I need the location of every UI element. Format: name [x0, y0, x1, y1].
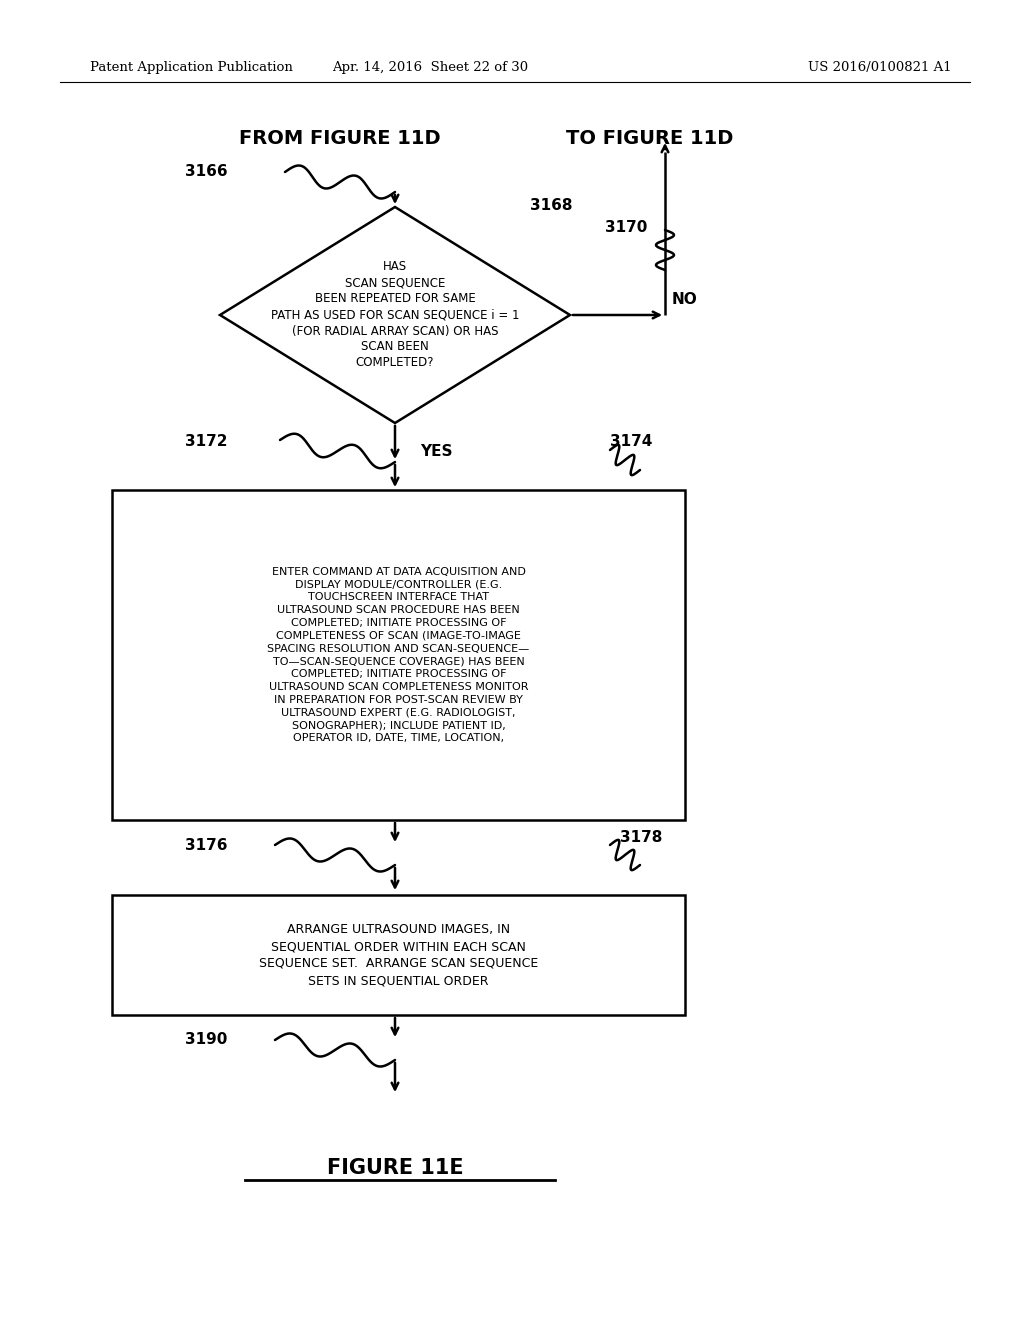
Text: 3166: 3166 — [185, 165, 227, 180]
Text: 3174: 3174 — [610, 434, 652, 450]
Bar — [112, 895, 685, 1015]
Text: ARRANGE ULTRASOUND IMAGES, IN
SEQUENTIAL ORDER WITHIN EACH SCAN
SEQUENCE SET.  A: ARRANGE ULTRASOUND IMAGES, IN SEQUENTIAL… — [259, 923, 539, 987]
Text: US 2016/0100821 A1: US 2016/0100821 A1 — [808, 62, 952, 74]
Bar — [112, 490, 685, 820]
Text: NO: NO — [672, 293, 697, 308]
Text: 3178: 3178 — [620, 830, 663, 846]
Text: HAS
SCAN SEQUENCE
BEEN REPEATED FOR SAME
PATH AS USED FOR SCAN SEQUENCE i = 1
(F: HAS SCAN SEQUENCE BEEN REPEATED FOR SAME… — [270, 260, 519, 370]
Text: FROM FIGURE 11D: FROM FIGURE 11D — [240, 128, 440, 148]
Text: 3172: 3172 — [185, 434, 227, 450]
Text: Patent Application Publication: Patent Application Publication — [90, 62, 293, 74]
Text: TO FIGURE 11D: TO FIGURE 11D — [566, 128, 733, 148]
Text: Apr. 14, 2016  Sheet 22 of 30: Apr. 14, 2016 Sheet 22 of 30 — [332, 62, 528, 74]
Text: YES: YES — [420, 445, 453, 459]
Text: 3190: 3190 — [185, 1032, 227, 1048]
Text: 3176: 3176 — [185, 837, 227, 853]
Text: ENTER COMMAND AT DATA ACQUISITION AND
DISPLAY MODULE/CONTROLLER (E.G.
TOUCHSCREE: ENTER COMMAND AT DATA ACQUISITION AND DI… — [267, 566, 529, 743]
Text: 3170: 3170 — [605, 220, 647, 235]
Text: FIGURE 11E: FIGURE 11E — [327, 1158, 463, 1177]
Text: 3168: 3168 — [530, 198, 572, 213]
